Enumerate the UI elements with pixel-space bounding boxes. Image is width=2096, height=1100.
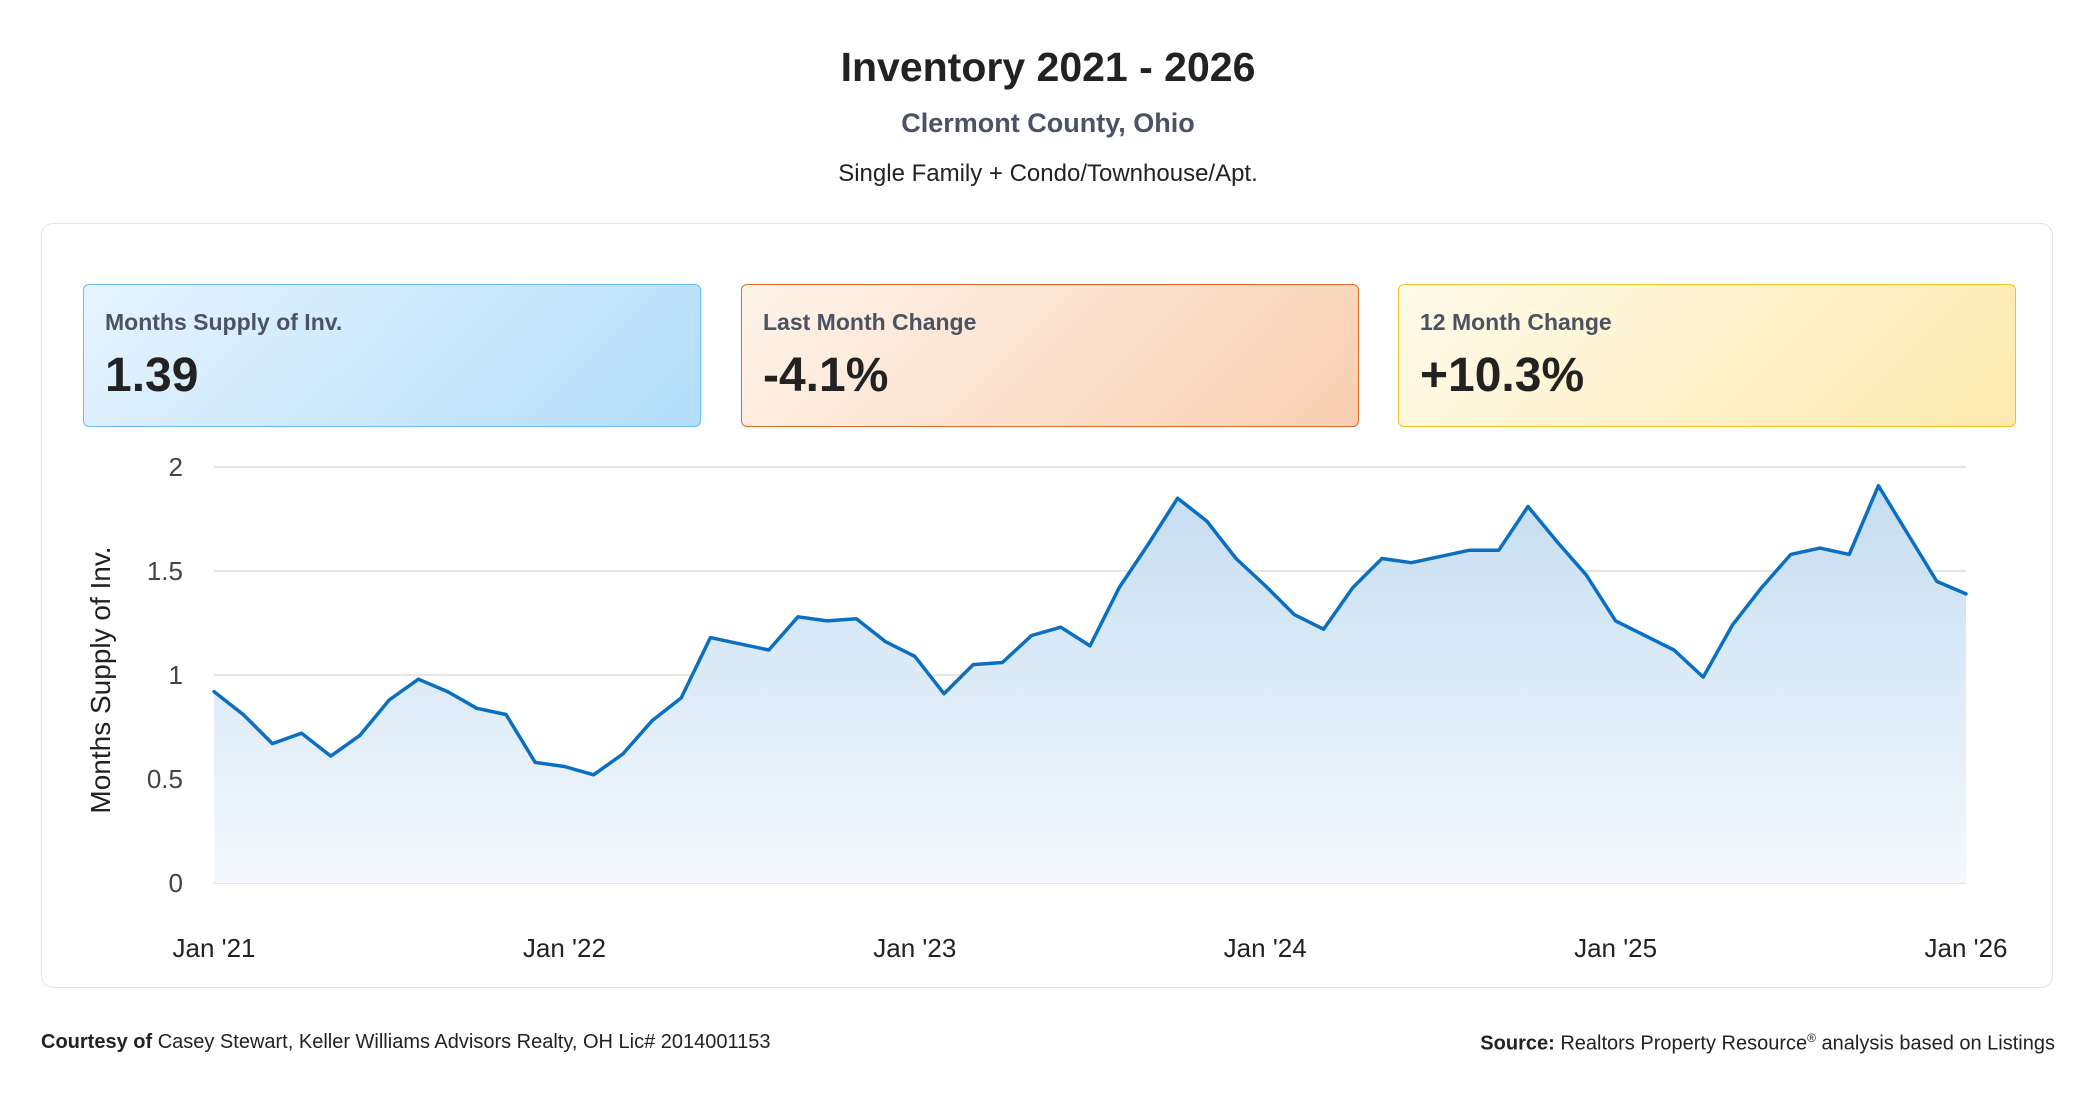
data-point — [1848, 553, 1851, 556]
footer-courtesy: Courtesy of Casey Stewart, Keller Willia… — [41, 1031, 771, 1054]
data-point — [1410, 561, 1413, 564]
data-point — [1351, 586, 1354, 589]
chart-title: Inventory 2021 - 2026 — [840, 44, 1256, 90]
data-point — [505, 713, 508, 716]
data-point — [1702, 676, 1705, 679]
twelve-month-change-value: +10.3% — [1420, 349, 1585, 402]
data-point — [651, 719, 654, 722]
data-point — [1059, 626, 1062, 629]
months-supply-value: 1.39 — [105, 349, 199, 402]
data-point — [1089, 644, 1092, 647]
registered-mark: ® — [1807, 1031, 1816, 1045]
data-point — [534, 761, 537, 764]
data-point — [621, 753, 624, 756]
data-point — [242, 713, 245, 716]
x-tick-label: Jan '25 — [1574, 933, 1657, 963]
data-point — [1293, 613, 1296, 616]
data-point — [884, 640, 887, 643]
data-point — [855, 617, 858, 620]
data-point — [1935, 580, 1938, 583]
last-month-change-label: Last Month Change — [763, 309, 977, 335]
data-point — [797, 615, 800, 618]
data-point — [1673, 649, 1676, 652]
data-point — [1001, 661, 1004, 664]
x-tick-label: Jan '26 — [1924, 933, 2007, 963]
data-point — [1381, 557, 1384, 560]
data-point — [1205, 520, 1208, 523]
data-point — [592, 773, 595, 776]
data-point — [388, 698, 391, 701]
data-point — [1118, 586, 1121, 589]
data-point — [1322, 628, 1325, 631]
data-point — [913, 655, 916, 658]
source-suffix: analysis based on Listings — [1821, 1032, 2055, 1055]
property-segment: Single Family + Condo/Townhouse/Apt. — [838, 160, 1258, 187]
data-point — [943, 692, 946, 695]
last-month-change-card: Last Month Change -4.1% — [741, 284, 1359, 427]
data-point — [563, 765, 566, 768]
data-point — [1030, 634, 1033, 637]
data-point — [329, 755, 332, 758]
inventory-area — [214, 485, 1966, 883]
y-tick-label: 1 — [169, 660, 183, 690]
data-point — [1789, 553, 1792, 556]
data-point — [1585, 574, 1588, 577]
chart-subtitle: Clermont County, Ohio — [901, 108, 1195, 138]
data-point — [1527, 505, 1530, 508]
data-point — [1614, 619, 1617, 622]
data-point — [972, 663, 975, 666]
courtesy-text: Casey Stewart, Keller Williams Advisors … — [157, 1031, 771, 1053]
data-point — [359, 734, 362, 737]
x-tick-label: Jan '22 — [523, 933, 606, 963]
source-text: Realtors Property Resource — [1560, 1032, 1808, 1055]
months-supply-card: Months Supply of Inv. 1.39 — [83, 284, 701, 427]
data-point — [1176, 497, 1179, 500]
data-point — [1264, 584, 1267, 587]
data-point — [300, 732, 303, 735]
data-point — [446, 690, 449, 693]
data-point — [1731, 624, 1734, 627]
data-point — [1439, 555, 1442, 558]
data-point — [1877, 484, 1880, 487]
data-point — [1468, 549, 1471, 552]
data-point — [680, 696, 683, 699]
data-point — [1965, 592, 1968, 595]
data-point — [1760, 586, 1763, 589]
data-point — [1235, 557, 1238, 560]
data-point — [1556, 540, 1559, 543]
data-point — [1643, 634, 1646, 637]
y-tick-label: 1.5 — [147, 556, 183, 586]
data-point — [1819, 547, 1822, 550]
data-point — [738, 642, 741, 645]
x-tick-label: Jan '23 — [873, 933, 956, 963]
data-point — [475, 707, 478, 710]
months-supply-label: Months Supply of Inv. — [105, 309, 343, 335]
x-tick-label: Jan '24 — [1224, 933, 1307, 963]
y-tick-label: 2 — [169, 452, 183, 482]
inventory-line — [212, 483, 1968, 777]
y-axis-label: Months Supply of Inv. — [85, 546, 116, 813]
data-point — [213, 690, 216, 693]
y-tick-label: 0.5 — [147, 764, 183, 794]
twelve-month-change-card: 12 Month Change +10.3% — [1398, 284, 2016, 427]
footer-source: Source: Realtors Property Resource® anal… — [1480, 1031, 2055, 1056]
y-tick-label: 0 — [169, 868, 183, 898]
data-point — [826, 619, 829, 622]
twelve-month-change-label: 12 Month Change — [1420, 309, 1612, 335]
data-point — [1497, 549, 1500, 552]
data-point — [271, 742, 274, 745]
source-label: Source: — [1480, 1032, 1555, 1055]
data-point — [1147, 542, 1150, 545]
data-point — [709, 636, 712, 639]
last-month-change-value: -4.1% — [763, 349, 889, 402]
data-point — [767, 649, 770, 652]
courtesy-label: Courtesy of — [41, 1031, 153, 1053]
data-point — [417, 678, 420, 681]
x-tick-label: Jan '21 — [172, 933, 255, 963]
data-point — [1906, 532, 1909, 535]
